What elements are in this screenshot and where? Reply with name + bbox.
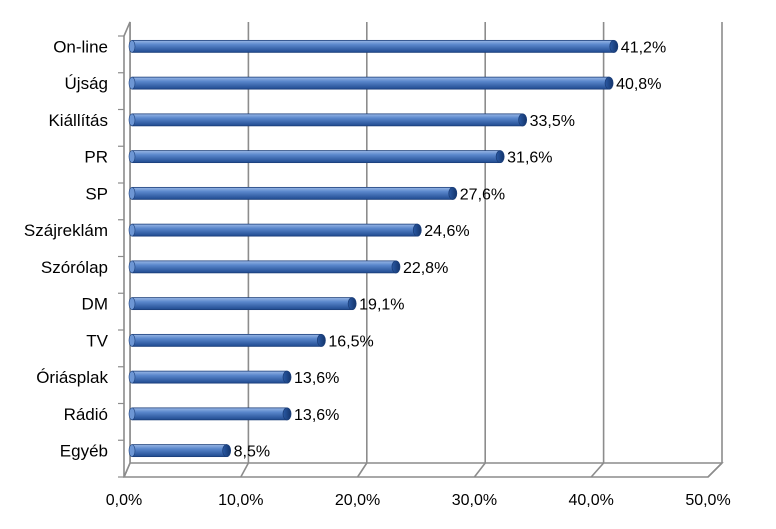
gridlines (123, 22, 723, 478)
bar-end-cap (412, 223, 422, 237)
bar-start-cap (128, 407, 136, 421)
bar-start-cap (128, 150, 136, 163)
bar (131, 39, 615, 53)
bar (131, 333, 322, 347)
category-label: Újság (65, 74, 108, 93)
floor-plane (122, 462, 724, 478)
bar-start-cap (128, 187, 136, 200)
x-tick-labels: 0,0% 10,0% 20,0% 30,0% 40,0% 50,0% (106, 492, 731, 509)
bar-end-cap (347, 297, 357, 311)
value-label: 13,6% (294, 370, 339, 387)
value-label: 16,5% (328, 333, 373, 350)
value-label: 33,5% (530, 113, 575, 130)
category-label: Kiállítás (48, 111, 108, 130)
value-label: 19,1% (359, 297, 404, 314)
bar-start-cap (128, 223, 136, 237)
bar-start-cap (128, 113, 136, 127)
x-tick-label: 10,0% (218, 492, 263, 509)
value-labels: 41,2% 40,8% 33,5% 31,6% 27,6% 24,6% 22,8% 19,1%… (234, 39, 667, 460)
gridline-floor (473, 462, 486, 478)
bar-end-cap (222, 444, 232, 458)
gridline-floor (590, 462, 605, 478)
value-label: 22,8% (403, 260, 448, 277)
bar-end-cap (391, 260, 401, 274)
value-label: 40,8% (616, 76, 661, 93)
x-tick-label: 0,0% (106, 492, 142, 509)
bar-end-cap (282, 407, 292, 421)
bar (131, 113, 524, 127)
x-tick-label: 20,0% (335, 492, 380, 509)
bar-start-cap (128, 76, 136, 90)
x-tick-label: 50,0% (685, 492, 730, 509)
bar-end-cap (495, 150, 505, 164)
value-label: 41,2% (621, 39, 666, 56)
bar (131, 297, 353, 311)
gridline-floor (356, 462, 368, 478)
value-label: 8,5% (234, 444, 270, 461)
bar-end-cap (609, 39, 619, 53)
bar (131, 407, 288, 421)
category-label: SP (85, 184, 108, 203)
bar-end-cap (448, 186, 458, 200)
bar-end-cap (518, 113, 528, 127)
gridline-floor (240, 462, 250, 478)
bars (128, 39, 619, 458)
category-label: Szájreklám (24, 221, 108, 240)
category-label: On-line (53, 37, 108, 56)
bar (131, 444, 228, 458)
category-label: Egyéb (60, 442, 108, 461)
gridline-floor (707, 462, 723, 478)
axes (118, 21, 131, 478)
bar (131, 76, 610, 90)
x-tick-label: 40,0% (569, 492, 614, 509)
value-label: 27,6% (460, 186, 505, 203)
bar-start-cap (128, 444, 136, 457)
category-label: TV (86, 331, 108, 350)
bar-start-cap (128, 370, 136, 384)
value-label: 31,6% (507, 150, 552, 167)
category-label: Óriásplak (36, 368, 108, 387)
bar-start-cap (128, 297, 136, 310)
bar (131, 150, 501, 164)
left-wall (123, 21, 131, 478)
bar-end-cap (316, 333, 326, 347)
bar-end-cap (282, 370, 292, 384)
bar (131, 223, 418, 237)
value-label: 24,6% (424, 223, 469, 240)
category-label: DM (82, 295, 108, 314)
category-label: Rádió (64, 405, 108, 424)
chart-floor (122, 462, 724, 478)
bar-end-cap (604, 76, 614, 90)
value-label: 13,6% (294, 407, 339, 424)
bar-start-cap (128, 260, 136, 274)
bar-start-cap (128, 334, 136, 347)
bar (131, 260, 397, 274)
category-labels: On-line Újság Kiállítás PR SP Szájreklám Szóró… (24, 37, 109, 460)
category-label: Szórólap (41, 258, 108, 277)
x-tick-label: 30,0% (452, 492, 497, 509)
category-label: PR (84, 148, 108, 167)
bar-start-cap (128, 40, 136, 53)
bar (131, 186, 454, 200)
bar (131, 370, 288, 384)
